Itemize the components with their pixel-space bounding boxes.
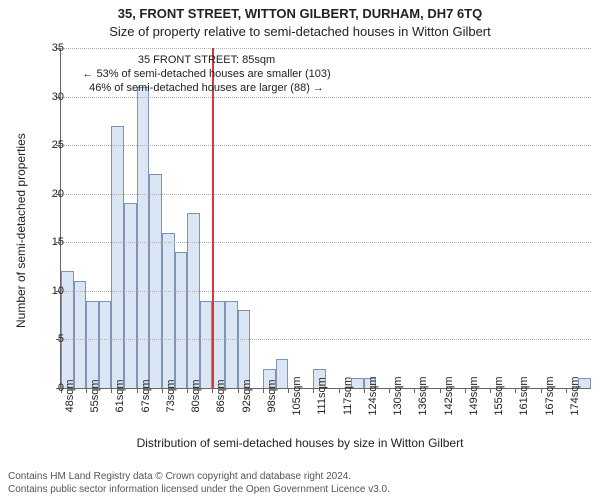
xtick-mark (515, 388, 516, 393)
y-axis-label: Number of semi-detached properties (14, 133, 28, 328)
xtick-label: 136sqm (417, 376, 429, 415)
xtick-label: 174sqm (569, 376, 581, 415)
histogram-bar (149, 174, 162, 388)
xtick-mark (313, 388, 314, 393)
ytick-label: 10 (34, 285, 64, 297)
x-axis-label: Distribution of semi-detached houses by … (0, 436, 600, 450)
xtick-label: 130sqm (392, 376, 404, 415)
xtick-label: 86sqm (215, 379, 227, 412)
ytick-label: 0 (34, 382, 64, 394)
xtick-label: 167sqm (544, 376, 556, 415)
annotation-line3: 46% of semi-detached houses are larger (… (82, 82, 330, 96)
histogram-bar (175, 252, 188, 388)
plot-area: 48sqm55sqm61sqm67sqm73sqm80sqm86sqm92sqm… (60, 48, 591, 389)
histogram-bar (200, 301, 213, 388)
xtick-mark (212, 388, 213, 393)
xtick-mark (111, 388, 112, 393)
xtick-mark (440, 388, 441, 393)
histogram-bar (111, 126, 124, 388)
ytick-label: 25 (34, 139, 64, 151)
xtick-mark (263, 388, 264, 393)
xtick-mark (541, 388, 542, 393)
grid-line (61, 97, 591, 98)
annotation-box: 35 FRONT STREET: 85sqm ← 53% of semi-det… (82, 54, 330, 95)
histogram-bar (225, 301, 238, 388)
xtick-mark (238, 388, 239, 393)
chart-title-desc: Size of property relative to semi-detach… (0, 24, 600, 39)
xtick-mark (288, 388, 289, 393)
histogram-bar (74, 281, 87, 388)
ytick-label: 5 (34, 333, 64, 345)
xtick-label: 149sqm (468, 376, 480, 415)
histogram-bar (162, 233, 175, 388)
xtick-mark (490, 388, 491, 393)
grid-line (61, 339, 591, 340)
grid-line (61, 194, 591, 195)
histogram-bar (238, 310, 251, 388)
histogram-bar (99, 301, 112, 388)
xtick-mark (187, 388, 188, 393)
xtick-label: 73sqm (165, 379, 177, 412)
xtick-label: 142sqm (443, 376, 455, 415)
xtick-label: 117sqm (342, 377, 354, 415)
histogram-bar (137, 87, 150, 388)
xtick-mark (414, 388, 415, 393)
xtick-mark (339, 388, 340, 393)
annotation-line2: ← 53% of semi-detached houses are smalle… (82, 68, 330, 82)
chart-title-address: 35, FRONT STREET, WITTON GILBERT, DURHAM… (0, 6, 600, 21)
bars-layer (61, 48, 591, 388)
xtick-label: 155sqm (493, 376, 505, 415)
xtick-mark (566, 388, 567, 393)
xtick-label: 98sqm (266, 379, 278, 412)
grid-line (61, 145, 591, 146)
ytick-label: 20 (34, 188, 64, 200)
xtick-mark (364, 388, 365, 393)
grid-line (61, 48, 591, 49)
xtick-mark (389, 388, 390, 393)
xtick-mark (162, 388, 163, 393)
ytick-label: 30 (34, 91, 64, 103)
xtick-label: 161sqm (518, 376, 530, 415)
ytick-label: 35 (34, 42, 64, 54)
reference-line (212, 48, 214, 388)
xtick-label: 124sqm (367, 376, 379, 415)
histogram-bar (124, 203, 137, 388)
xtick-label: 48sqm (64, 379, 76, 412)
xtick-label: 55sqm (89, 379, 101, 412)
histogram-bar (187, 213, 200, 388)
xtick-label: 105sqm (291, 376, 303, 415)
footer-line2: Contains public sector information licen… (8, 484, 390, 497)
histogram-bar (86, 301, 99, 388)
grid-line (61, 242, 591, 243)
footer-attribution: Contains HM Land Registry data © Crown c… (8, 471, 390, 496)
xtick-label: 92sqm (241, 379, 253, 412)
xtick-label: 67sqm (140, 379, 152, 412)
xtick-mark (465, 388, 466, 393)
ytick-label: 15 (34, 236, 64, 248)
annotation-line1: 35 FRONT STREET: 85sqm (82, 54, 330, 68)
xtick-label: 61sqm (114, 379, 126, 412)
xtick-label: 80sqm (190, 379, 202, 412)
xtick-label: 111sqm (316, 377, 328, 415)
xtick-mark (86, 388, 87, 393)
xtick-mark (137, 388, 138, 393)
footer-line1: Contains HM Land Registry data © Crown c… (8, 471, 390, 484)
grid-line (61, 291, 591, 292)
